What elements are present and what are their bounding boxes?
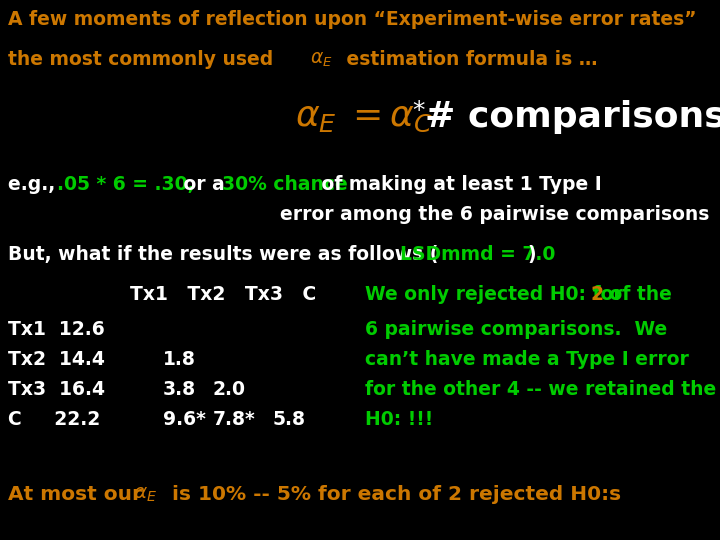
Text: 9.6*: 9.6*	[163, 410, 206, 429]
Text: Tx2  14.4: Tx2 14.4	[8, 350, 105, 369]
Text: for the other 4 -- we retained the: for the other 4 -- we retained the	[365, 380, 716, 399]
Text: error among the 6 pairwise comparisons: error among the 6 pairwise comparisons	[280, 205, 709, 224]
Text: of making at least 1 Type I: of making at least 1 Type I	[315, 175, 602, 194]
Text: estimation formula is …: estimation formula is …	[340, 50, 598, 69]
Text: can’t have made a Type I error: can’t have made a Type I error	[365, 350, 689, 369]
Text: the most commonly used: the most commonly used	[8, 50, 280, 69]
Text: But, what if the results were as follows (: But, what if the results were as follows…	[8, 245, 438, 264]
Text: or a: or a	[177, 175, 231, 194]
Text: 3.8: 3.8	[163, 380, 196, 399]
Text: 1.8: 1.8	[163, 350, 196, 369]
Text: 2: 2	[591, 285, 604, 304]
Text: LSDmmd = 7.0: LSDmmd = 7.0	[400, 245, 555, 264]
Text: 5.8: 5.8	[273, 410, 306, 429]
Text: Tx1  12.6: Tx1 12.6	[8, 320, 104, 339]
Text: e.g.,: e.g.,	[8, 175, 68, 194]
Text: of the: of the	[603, 285, 672, 304]
Text: $= \alpha_C$: $= \alpha_C$	[345, 100, 433, 134]
Text: $*$: $*$	[412, 97, 426, 121]
Text: # comparisons: # comparisons	[425, 100, 720, 134]
Text: $\alpha_E$: $\alpha_E$	[295, 100, 337, 134]
Text: We only rejected H0: for: We only rejected H0: for	[365, 285, 629, 304]
Text: .05 * 6 = .30,: .05 * 6 = .30,	[57, 175, 194, 194]
Text: 2.0: 2.0	[213, 380, 246, 399]
Text: 6 pairwise comparisons.  We: 6 pairwise comparisons. We	[365, 320, 667, 339]
Text: ): )	[527, 245, 536, 264]
Text: $\alpha_E$: $\alpha_E$	[310, 50, 333, 69]
Text: A few moments of reflection upon “Experiment-wise error rates”: A few moments of reflection upon “Experi…	[8, 10, 696, 29]
Text: Tx3  16.4: Tx3 16.4	[8, 380, 105, 399]
Text: 7.8*: 7.8*	[213, 410, 256, 429]
Text: At most our: At most our	[8, 485, 149, 504]
Text: H0: !!!: H0: !!!	[365, 410, 433, 429]
Text: C     22.2: C 22.2	[8, 410, 100, 429]
Text: 30% chance: 30% chance	[222, 175, 348, 194]
Text: $\alpha_E$: $\alpha_E$	[133, 485, 157, 504]
Text: Tx1   Tx2   Tx3   C: Tx1 Tx2 Tx3 C	[130, 285, 316, 304]
Text: is 10% -- 5% for each of 2 rejected H0:s: is 10% -- 5% for each of 2 rejected H0:s	[165, 485, 621, 504]
